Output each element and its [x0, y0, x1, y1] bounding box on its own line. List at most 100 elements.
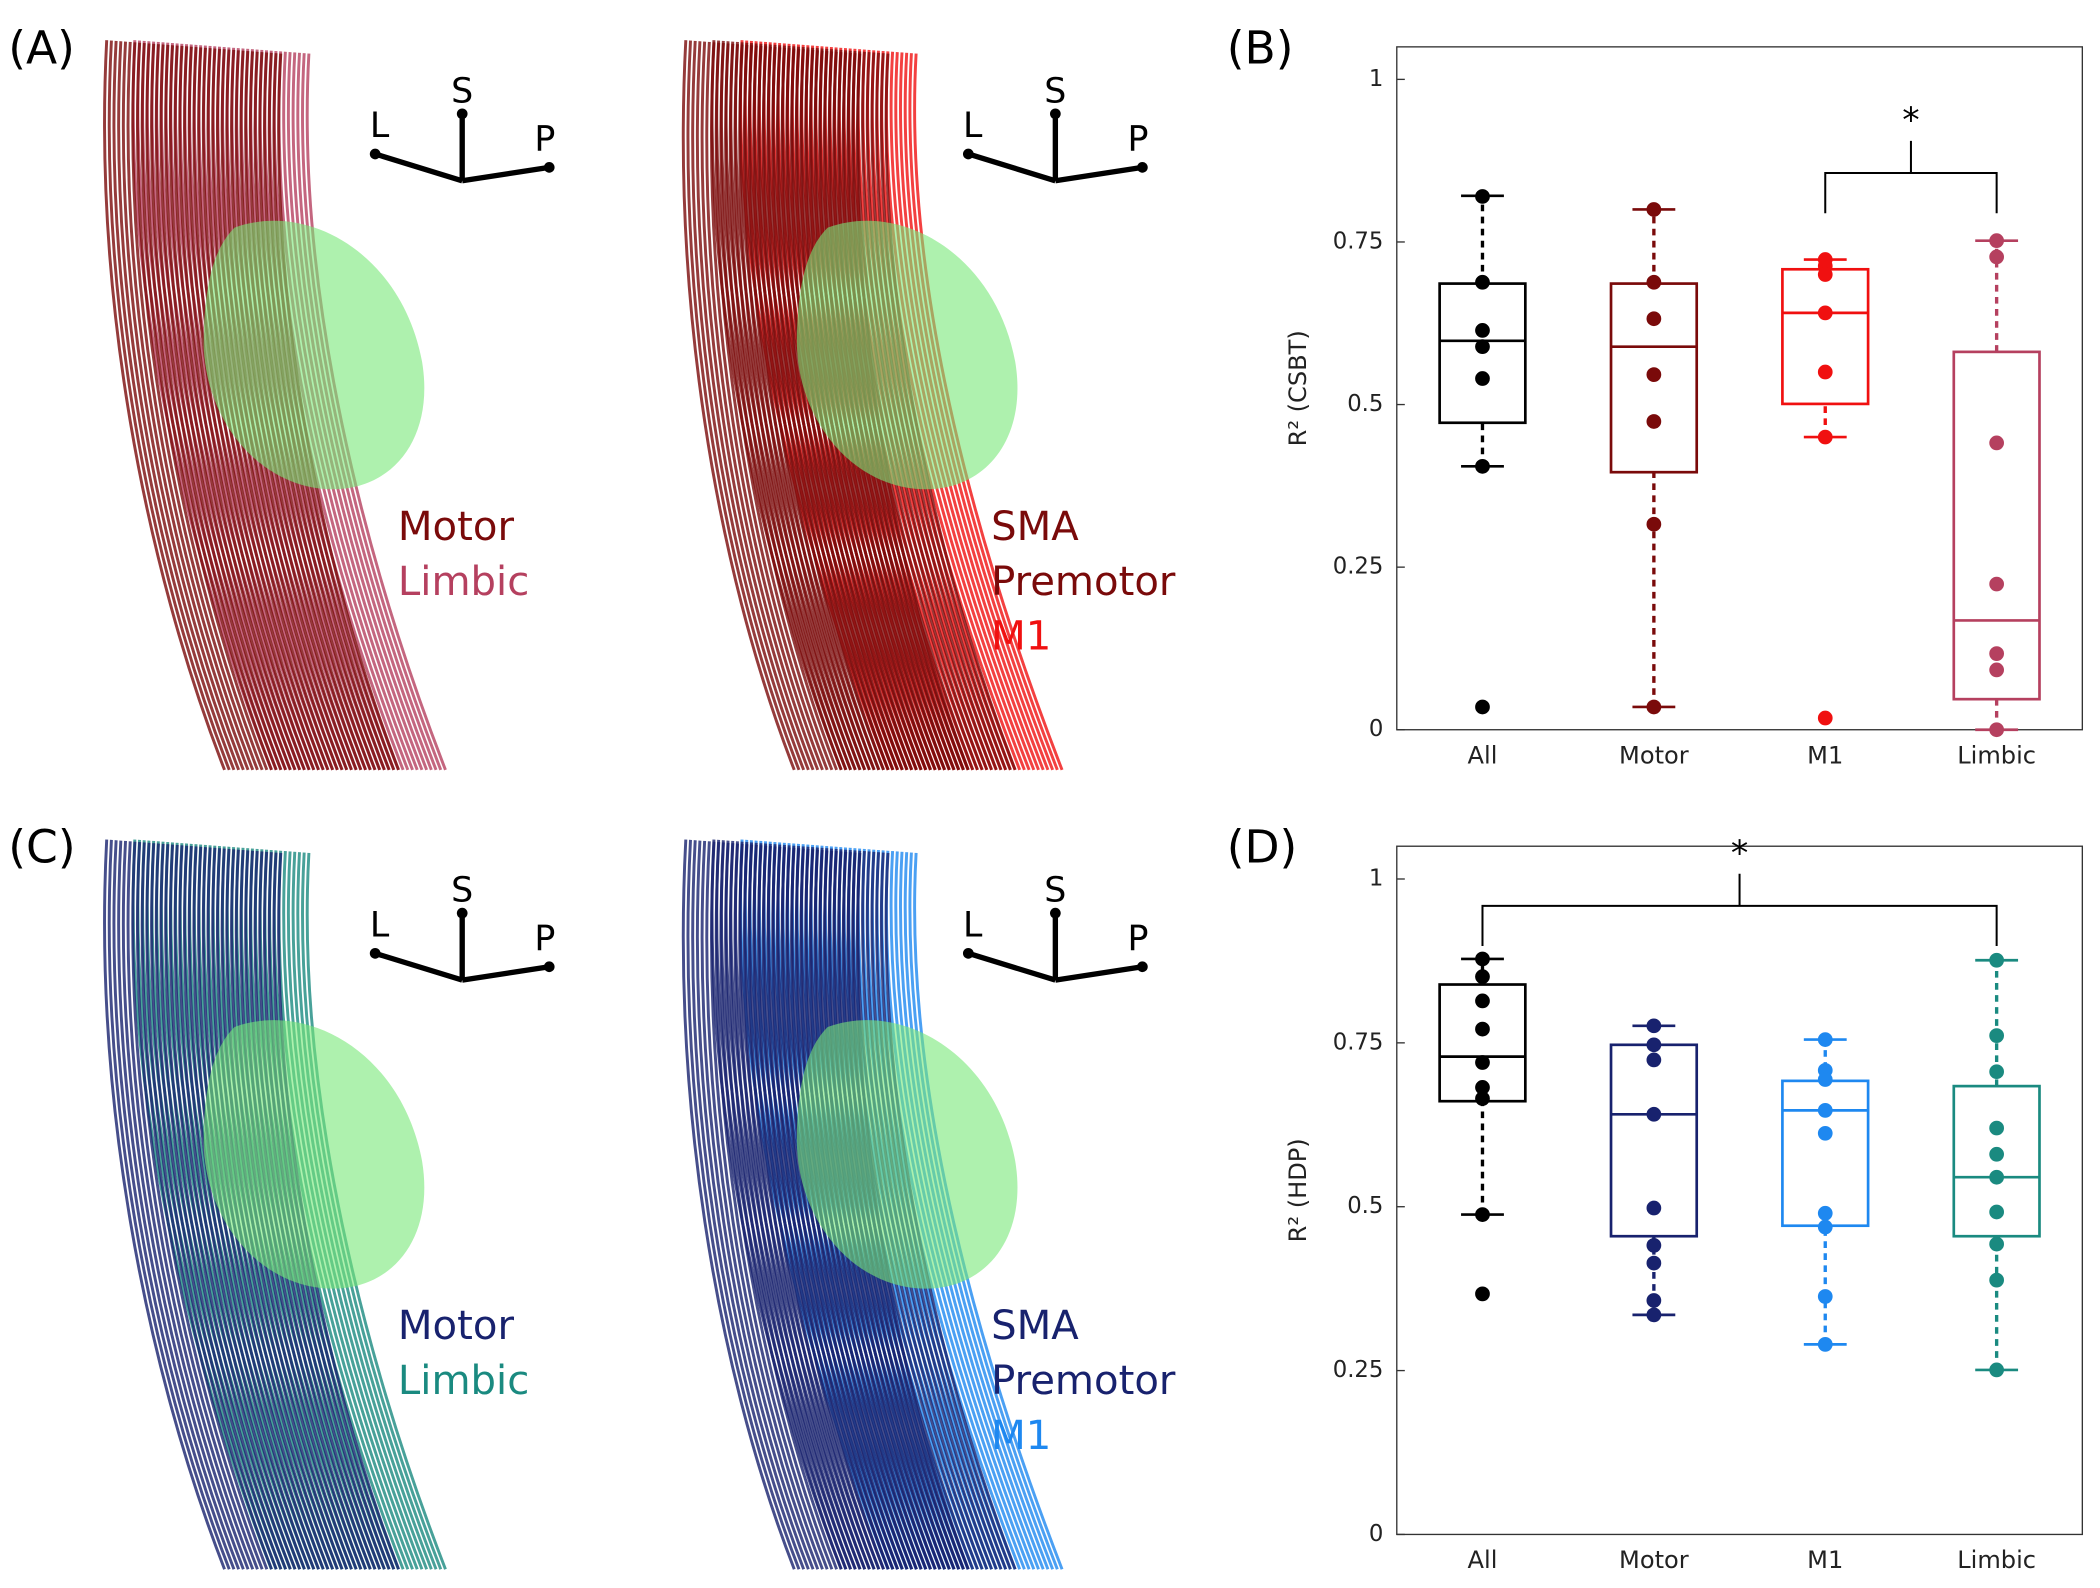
fiber: [192, 46, 316, 771]
data-point: [1817, 1219, 1833, 1235]
orientation-arrowhead: [543, 961, 555, 973]
orientation-label: L: [370, 106, 390, 146]
fiber: [761, 845, 876, 1570]
tract-legend: Premotor: [991, 559, 1176, 605]
fiber: [766, 46, 881, 771]
orientation-arrowhead: [1137, 961, 1148, 973]
fiber: [757, 845, 871, 1570]
fiber: [121, 840, 245, 1570]
fiber: [743, 844, 857, 1570]
fiber: [733, 44, 848, 771]
data-point: [1989, 576, 2005, 592]
y-tick-label: 0.25: [1333, 554, 1384, 580]
data-point: [1646, 1200, 1662, 1216]
fiber: [178, 45, 302, 771]
data-point: [1475, 993, 1490, 1009]
data-point: [1475, 1091, 1490, 1106]
x-tick-label: Motor: [1619, 742, 1689, 770]
orientation-label: S: [1044, 871, 1066, 911]
significance-bracket: [1824, 140, 1998, 214]
x-tick-label: All: [1468, 1546, 1498, 1574]
orientation-arrowhead: [1050, 907, 1061, 919]
tract-legend: M1: [991, 614, 1051, 660]
fiber: [705, 41, 820, 771]
x-tick-label: Motor: [1619, 1546, 1689, 1574]
orientation-arrowhead: [1137, 162, 1148, 173]
fiber: [790, 48, 904, 771]
orientation-arrowhead: [1050, 108, 1061, 120]
panel-label: (D): [1227, 821, 1298, 874]
data-point: [1475, 339, 1490, 355]
orientation-arrowhead: [369, 148, 381, 160]
data-point: [1817, 1072, 1833, 1087]
fiber: [785, 48, 900, 771]
fiber: [794, 48, 909, 771]
orientation-axis: [461, 964, 550, 983]
fiber: [733, 843, 848, 1570]
data-point: [1646, 1255, 1662, 1271]
fiber: [771, 846, 886, 1570]
fiber: [140, 42, 264, 771]
fiber: [107, 40, 231, 771]
data-point: [1646, 367, 1662, 383]
data-point: [1817, 1289, 1833, 1304]
data-point: [1646, 1018, 1662, 1034]
data-point: [1989, 1169, 2005, 1185]
orientation-arrowhead: [962, 148, 974, 160]
data-point: [1475, 951, 1490, 967]
data-point: [1646, 516, 1662, 532]
data-point: [1817, 710, 1833, 726]
tract-legend: Limbic: [398, 1358, 529, 1404]
tract-render: L S P Motor Limbic: [103, 839, 555, 1570]
data-point: [1989, 1146, 2005, 1162]
x-tick-label: All: [1468, 742, 1498, 770]
fiber: [794, 848, 909, 1570]
orientation-axis: [967, 151, 1057, 184]
fiber: [173, 844, 297, 1570]
data-point: [1817, 364, 1833, 380]
y-tick-label: 0.5: [1347, 1193, 1383, 1219]
data-point: [1475, 371, 1490, 386]
fiber: [145, 43, 269, 771]
fiber: [154, 843, 278, 1570]
data-point: [1646, 1052, 1662, 1068]
y-tick-label: 1: [1369, 865, 1383, 891]
fiber: [700, 41, 815, 771]
plot-frame: [1396, 46, 2084, 731]
fiber: [164, 844, 288, 1570]
orientation-axis: [374, 950, 463, 983]
tract-legend: Premotor: [991, 1358, 1176, 1404]
data-point: [1646, 1293, 1662, 1308]
orientation-axis: [967, 950, 1057, 983]
fiber: [168, 45, 292, 771]
data-point: [1989, 233, 2005, 249]
data-point: [1989, 249, 2005, 265]
y-axis-label: R² (CSBT): [1284, 330, 1312, 446]
fiber: [131, 42, 255, 771]
fiber: [187, 46, 311, 771]
fiber: [691, 40, 806, 771]
data-point: [1989, 662, 2005, 678]
fiber: [192, 846, 316, 1570]
data-point: [1646, 1106, 1662, 1122]
x-tick-label: M1: [1807, 742, 1843, 770]
fiber: [117, 840, 241, 1570]
fiber: [178, 845, 302, 1570]
fiber: [197, 47, 320, 771]
data-point: [1989, 1064, 2005, 1080]
fiber: [775, 47, 890, 771]
fiber: [696, 840, 810, 1570]
fiber: [747, 844, 862, 1570]
fiber: [103, 40, 226, 771]
orientation-arrowhead: [543, 162, 555, 173]
data-point: [1646, 414, 1662, 429]
tract-legend: M1: [991, 1413, 1051, 1459]
x-tick-label: Limbic: [1957, 1546, 2036, 1574]
fiber: [719, 842, 834, 1570]
y-tick-label: 0: [1369, 716, 1383, 742]
data-point: [1475, 1080, 1490, 1095]
orientation-axis: [1054, 964, 1143, 983]
tract-render: L S P SMA Premotor M1: [681, 40, 1176, 771]
fiber: [126, 841, 250, 1570]
